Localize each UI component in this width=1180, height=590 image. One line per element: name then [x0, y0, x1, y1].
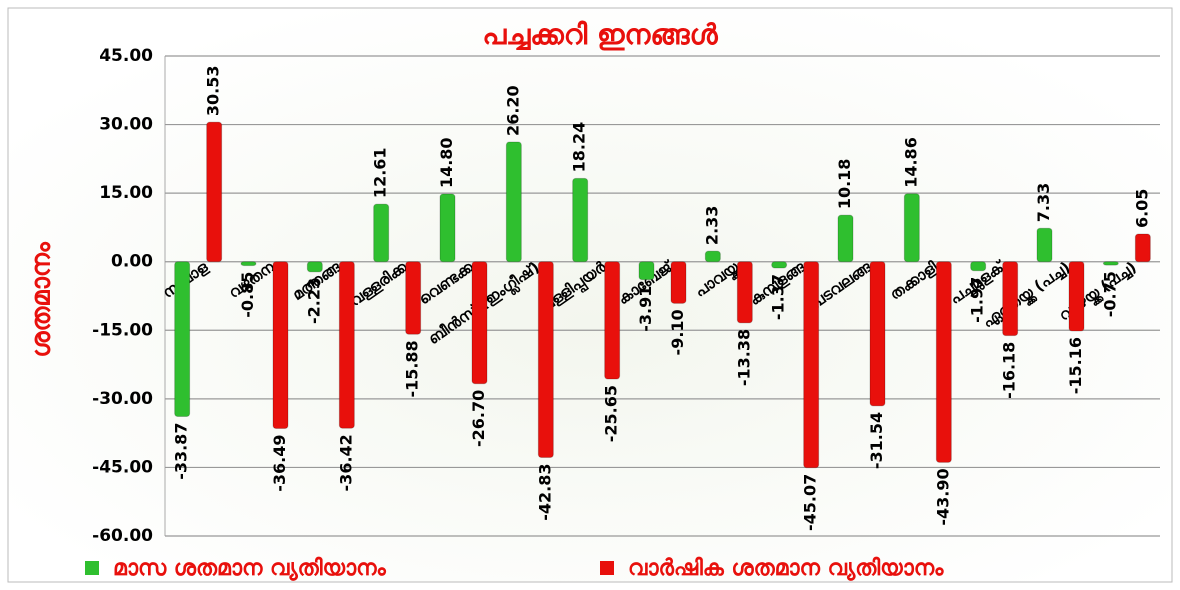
- data-label: -13.38: [734, 329, 753, 386]
- bar: [1002, 261, 1019, 337]
- y-tick-label: 30.00: [99, 115, 153, 135]
- bar: [505, 141, 522, 263]
- data-label: 26.20: [503, 85, 522, 136]
- bar: [174, 261, 191, 418]
- y-tick-label: -30.00: [92, 389, 153, 409]
- y-tick-label: 0.00: [111, 252, 153, 272]
- bar: [638, 261, 655, 281]
- bar: [537, 261, 554, 459]
- bar: [306, 261, 323, 273]
- bar: [439, 193, 456, 263]
- data-label: 18.24: [570, 122, 589, 173]
- data-label: 14.80: [437, 137, 456, 188]
- bar: [970, 261, 987, 272]
- bar: [373, 203, 390, 263]
- data-label: -15.88: [403, 340, 422, 397]
- bar: [1134, 233, 1151, 263]
- chart-title: പച്ചക്കറി ഇനങ്ങള്‍: [482, 18, 718, 51]
- data-label: 10.18: [835, 159, 854, 210]
- bar: [471, 261, 488, 385]
- legend-swatch: [85, 561, 99, 575]
- data-label: -1.37: [769, 274, 788, 320]
- data-label: 14.86: [901, 137, 920, 188]
- data-label: -36.49: [270, 435, 289, 492]
- data-label: -43.90: [933, 468, 952, 525]
- data-label: -45.07: [801, 474, 820, 531]
- bar: [572, 177, 589, 263]
- y-tick-label: 45.00: [99, 46, 153, 66]
- bar: [935, 261, 952, 463]
- data-label: 30.53: [204, 66, 223, 117]
- data-label: -16.18: [1000, 342, 1019, 399]
- data-label: 12.61: [371, 147, 390, 198]
- bar: [704, 250, 721, 263]
- bar: [604, 261, 621, 380]
- legend-label: വാര്‍ഷിക ശതമാന വ്യതിയാനം: [628, 556, 944, 582]
- bar: [272, 261, 289, 430]
- bar: [1102, 261, 1119, 266]
- bar: [405, 261, 422, 335]
- bar: [837, 214, 854, 263]
- chart-frame: [7, 7, 1173, 583]
- data-label: -36.42: [336, 434, 355, 491]
- data-label: -0.75: [1100, 271, 1119, 317]
- bar: [1036, 227, 1053, 263]
- data-label: -2.23: [304, 278, 323, 324]
- bar: [338, 261, 355, 429]
- y-axis-title: ശതമാനം: [27, 241, 57, 358]
- y-tick-label: -15.00: [92, 320, 153, 340]
- y-tick-label: -60.00: [92, 526, 153, 546]
- data-label: 6.05: [1132, 189, 1151, 228]
- data-label: -31.54: [867, 412, 886, 469]
- data-label: 2.33: [702, 206, 721, 245]
- data-label: -15.16: [1066, 337, 1085, 394]
- data-label: -26.70: [469, 390, 488, 447]
- data-label: -9.10: [668, 309, 687, 355]
- data-label: -42.83: [535, 464, 554, 521]
- data-label: -1.97: [968, 277, 987, 323]
- bar: [903, 193, 920, 263]
- data-label: -3.91: [636, 286, 655, 332]
- bar: [869, 261, 886, 407]
- data-label: -33.87: [172, 423, 191, 480]
- bar: [771, 261, 788, 269]
- bar: [206, 121, 223, 263]
- bar: [670, 261, 687, 304]
- y-tick-label: -45.00: [92, 457, 153, 477]
- bar: [1068, 261, 1085, 332]
- data-label: -25.65: [602, 385, 621, 442]
- bar: [736, 261, 753, 324]
- bar: [240, 261, 257, 267]
- legend-label: മാസ ശതമാന വ്യതിയാനം: [113, 556, 387, 582]
- legend-swatch: [600, 561, 614, 575]
- y-tick-label: 15.00: [99, 183, 153, 203]
- data-label: 7.33: [1034, 183, 1053, 222]
- bar: [803, 261, 820, 469]
- data-label: -0.85: [238, 272, 257, 318]
